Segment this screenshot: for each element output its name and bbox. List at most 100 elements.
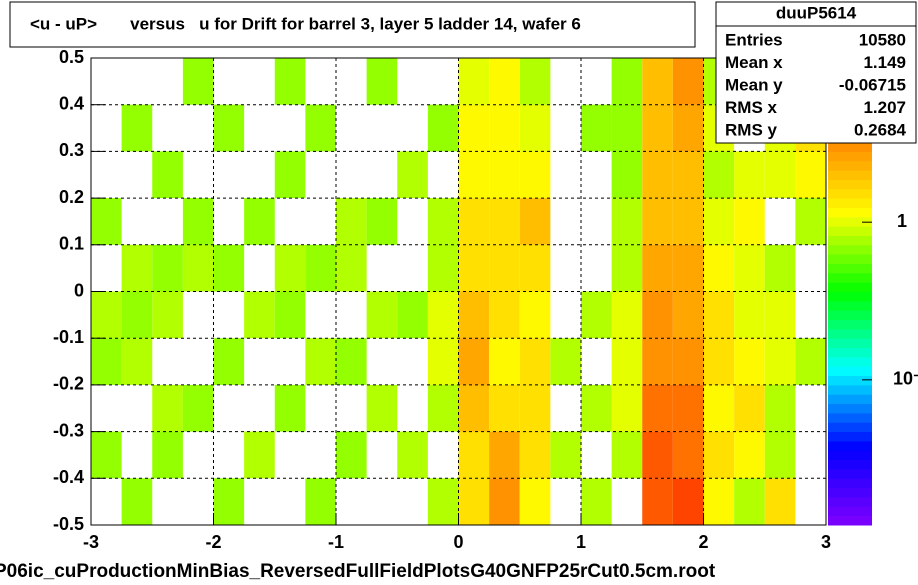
heatmap-cell bbox=[121, 244, 153, 292]
color-bar-segment bbox=[828, 310, 872, 321]
heatmap-cell bbox=[764, 431, 796, 479]
color-bar-segment bbox=[828, 506, 872, 517]
heatmap-cell bbox=[427, 104, 459, 152]
heatmap-cell bbox=[489, 104, 520, 152]
heatmap-cell bbox=[519, 338, 551, 385]
heatmap-cell bbox=[611, 58, 643, 105]
heatmap-cell bbox=[274, 151, 306, 199]
heatmap-cell bbox=[489, 431, 520, 479]
heatmap-cell bbox=[366, 198, 398, 245]
color-bar-segment bbox=[828, 282, 872, 292]
stats-label: RMS x bbox=[725, 98, 778, 117]
heatmap-cell bbox=[519, 198, 551, 245]
heatmap-cell bbox=[91, 431, 122, 479]
heatmap-cell bbox=[672, 151, 704, 199]
heatmap-cell bbox=[611, 198, 643, 245]
heatmap-cell bbox=[550, 338, 581, 385]
heatmap-cell bbox=[703, 291, 735, 339]
color-bar-segment bbox=[828, 459, 872, 470]
heatmap-cell bbox=[152, 151, 183, 199]
heatmap-cell bbox=[274, 58, 306, 105]
heatmap-cell bbox=[152, 384, 183, 432]
color-bar-segment bbox=[828, 422, 872, 433]
stats-value: 10580 bbox=[859, 30, 906, 49]
heatmap-cell bbox=[672, 198, 704, 245]
heatmap-cell bbox=[642, 58, 673, 105]
color-bar-segment bbox=[828, 431, 872, 442]
footer: P06ic_cuProductionMinBias_ReversedFullFi… bbox=[0, 561, 716, 582]
color-bar-segment bbox=[828, 207, 872, 218]
heatmap-cell bbox=[152, 431, 183, 479]
y-tick-label: 0.5 bbox=[59, 47, 84, 67]
heatmap-cell bbox=[734, 198, 765, 245]
color-bar-segment bbox=[828, 366, 872, 377]
heatmap-cell bbox=[305, 338, 336, 385]
heatmap-cell bbox=[213, 338, 245, 385]
color-bar-segment bbox=[828, 170, 872, 180]
color-bar-segment bbox=[828, 412, 872, 423]
heatmap-cell bbox=[581, 384, 612, 432]
color-bar-segment bbox=[828, 496, 872, 507]
x-tick-label: -3 bbox=[83, 532, 99, 552]
stats-value: 0.2684 bbox=[854, 120, 907, 139]
heatmap-cell bbox=[244, 291, 275, 339]
stats-label: RMS y bbox=[725, 120, 778, 139]
heatmap-cell bbox=[458, 58, 490, 105]
heatmap-cell bbox=[672, 104, 704, 152]
color-bar-segment bbox=[828, 160, 872, 171]
color-bar-segment bbox=[828, 254, 872, 264]
heatmap-cell bbox=[642, 104, 673, 152]
heatmap-cell bbox=[581, 104, 612, 152]
heatmap-cell bbox=[427, 291, 459, 339]
heatmap-cell bbox=[734, 151, 765, 199]
heatmap-cell bbox=[458, 384, 490, 432]
y-tick-label: 0.3 bbox=[59, 140, 84, 160]
color-bar-segment bbox=[828, 487, 872, 498]
heatmap-cell bbox=[703, 338, 735, 385]
color-bar-segment bbox=[828, 198, 872, 208]
chart-title: <u - uP> versus u for Drift for barrel 3… bbox=[30, 14, 581, 33]
color-bar-segment bbox=[828, 142, 872, 152]
heatmap-cell bbox=[611, 104, 643, 152]
heatmap-cell bbox=[427, 244, 459, 292]
color-bar-segment bbox=[828, 263, 872, 274]
heatmap-cell bbox=[458, 431, 490, 479]
heatmap-cell bbox=[734, 384, 765, 432]
y-tick-label: -0.4 bbox=[53, 467, 84, 487]
heatmap-cell bbox=[642, 338, 673, 385]
color-bar-segment bbox=[828, 440, 872, 451]
heatmap-cell bbox=[642, 151, 673, 199]
heatmap-cell bbox=[397, 431, 428, 479]
stats-label: Mean y bbox=[725, 75, 783, 94]
x-tick-label: -2 bbox=[205, 532, 221, 552]
heatmap-cell bbox=[519, 151, 551, 199]
heatmap-cell bbox=[213, 104, 245, 152]
color-bar-segment bbox=[828, 384, 872, 395]
heatmap-cell bbox=[519, 104, 551, 152]
heatmap-cell bbox=[121, 338, 153, 385]
color-bar-segment bbox=[828, 272, 872, 283]
y-tick-label: -0.1 bbox=[53, 327, 84, 347]
x-tick-label: 1 bbox=[576, 532, 586, 552]
heatmap-cell bbox=[305, 104, 336, 152]
heatmap-cell bbox=[244, 431, 275, 479]
y-tick-label: -0.2 bbox=[53, 374, 84, 394]
heatmap-cell bbox=[182, 244, 214, 292]
heatmap-cell bbox=[366, 384, 398, 432]
title-box bbox=[9, 1, 696, 48]
heatmap-cell bbox=[611, 291, 643, 339]
heatmap-cell bbox=[366, 291, 398, 339]
color-bar-segment bbox=[828, 478, 872, 489]
heatmap-cell bbox=[458, 478, 490, 525]
stats-value: 1.207 bbox=[863, 98, 906, 117]
heatmap-cell bbox=[274, 244, 306, 292]
heatmap-cell bbox=[519, 58, 551, 105]
heatmap-cell bbox=[611, 338, 643, 385]
heatmap-cell bbox=[274, 291, 306, 339]
stats-value: -0.06715 bbox=[839, 75, 906, 94]
x-tick-label: 0 bbox=[453, 532, 463, 552]
heatmap-cell bbox=[642, 244, 673, 292]
x-tick-label: 2 bbox=[698, 532, 708, 552]
y-tick-label: 0.1 bbox=[59, 234, 84, 254]
